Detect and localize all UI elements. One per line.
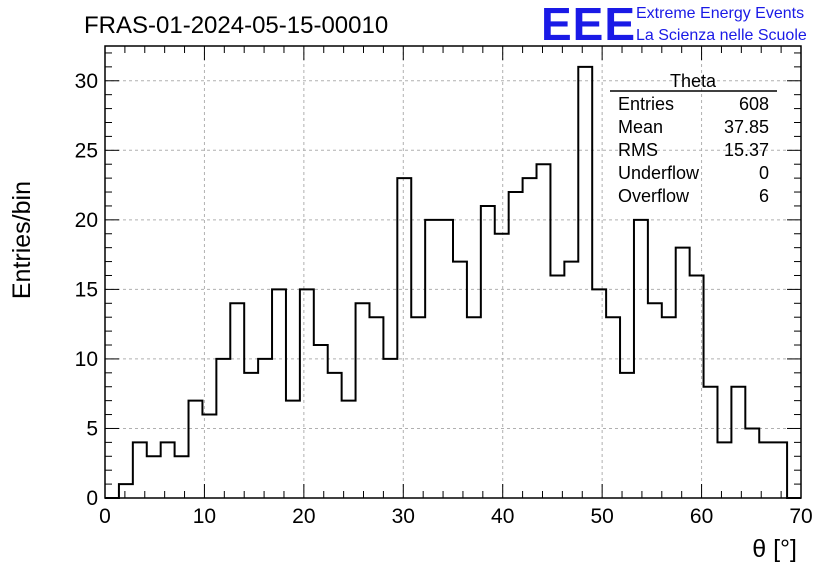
histogram-bin (133, 442, 147, 498)
histogram-bin (216, 359, 230, 498)
histogram-bin (328, 373, 342, 498)
x-tick-label: 70 (789, 505, 812, 528)
x-tick-label: 0 (99, 505, 111, 528)
histogram-bin (453, 262, 467, 498)
histogram-bin (759, 442, 773, 498)
histogram-bin (369, 317, 383, 498)
histogram-bins (119, 67, 787, 498)
histogram-bin (648, 303, 662, 498)
stats-label-overflow: Overflow (618, 186, 690, 206)
histogram-bin (773, 442, 787, 498)
y-tick-label: 5 (86, 417, 98, 440)
stats-value-overflow: 6 (759, 186, 769, 206)
histogram-bin (314, 345, 328, 498)
histogram-bin (119, 484, 133, 498)
y-tick-label: 10 (75, 348, 98, 371)
eee-logo: EEE (541, 0, 636, 50)
histogram-bin (342, 401, 356, 498)
histogram-bin (467, 317, 481, 498)
histogram-bin (592, 289, 606, 498)
histogram-bin (745, 428, 759, 498)
x-axis-title: θ [°] (752, 535, 797, 563)
histogram-bin (550, 275, 564, 498)
stats-label-rms: RMS (618, 140, 658, 160)
histogram-bin (175, 456, 189, 498)
histogram-bin (537, 164, 551, 498)
y-tick-label: 30 (75, 70, 98, 93)
x-tick-label: 60 (690, 505, 713, 528)
histogram-bin (411, 317, 425, 498)
histogram-bin (523, 178, 537, 498)
stats-value-mean: 37.85 (724, 117, 769, 137)
grid-lines (105, 46, 801, 498)
histogram-bin (620, 373, 634, 498)
histogram-bin (147, 456, 161, 498)
y-tick-label: 20 (75, 209, 98, 232)
y-axis-title: Entries/bin (8, 181, 36, 299)
y-tick-label: 25 (75, 139, 98, 162)
stats-label-mean: Mean (618, 117, 663, 137)
histogram-bin (578, 67, 592, 498)
y-tick-label: 0 (86, 487, 98, 510)
stats-box: Theta Entries 608 Mean 37.85 RMS 15.37 U… (610, 71, 777, 206)
x-tick-label: 30 (392, 505, 415, 528)
brand-line-1: Extreme Energy Events (636, 5, 804, 22)
histogram-bin (300, 289, 314, 498)
stats-value-entries: 608 (739, 94, 769, 114)
histogram-bin (690, 275, 704, 498)
axis-ticks (104, 46, 802, 499)
histogram-bin (161, 442, 175, 498)
histogram-bin (495, 234, 509, 498)
histogram-bin (731, 387, 745, 498)
eee-brand: EEE Extreme Energy Events La Scienza nel… (541, 0, 807, 50)
stats-label-entries: Entries (618, 94, 674, 114)
stats-value-rms: 15.37 (724, 140, 769, 160)
brand-line-2: La Scienza nelle Scuole (636, 27, 807, 44)
x-tick-label: 20 (292, 505, 315, 528)
y-tick-label: 15 (75, 278, 98, 301)
stats-value-underflow: 0 (759, 163, 769, 183)
histogram-bin (704, 387, 718, 498)
histogram-bin (509, 192, 523, 498)
stats-title: Theta (670, 71, 717, 91)
stats-label-underflow: Underflow (618, 163, 700, 183)
plot-frame (104, 45, 802, 499)
x-tick-label: 40 (491, 505, 514, 528)
run-title: FRAS-01-2024-05-15-00010 (84, 12, 388, 39)
histogram-bin (244, 373, 258, 498)
histogram-bin (230, 303, 244, 498)
x-tick-label: 50 (590, 505, 613, 528)
histogram-bin (286, 401, 300, 498)
histogram-bin (397, 178, 411, 498)
histogram-bin (356, 303, 370, 498)
histogram-bin (676, 248, 690, 498)
histogram-bin (481, 206, 495, 498)
histogram-bin (662, 317, 676, 498)
histogram-bin (717, 442, 731, 498)
histogram-bin (189, 401, 203, 498)
histogram-outline (105, 65, 801, 499)
histogram-bin (606, 317, 620, 498)
histogram-bin (564, 262, 578, 498)
x-tick-label: 10 (193, 505, 216, 528)
histogram-bin (272, 289, 286, 498)
